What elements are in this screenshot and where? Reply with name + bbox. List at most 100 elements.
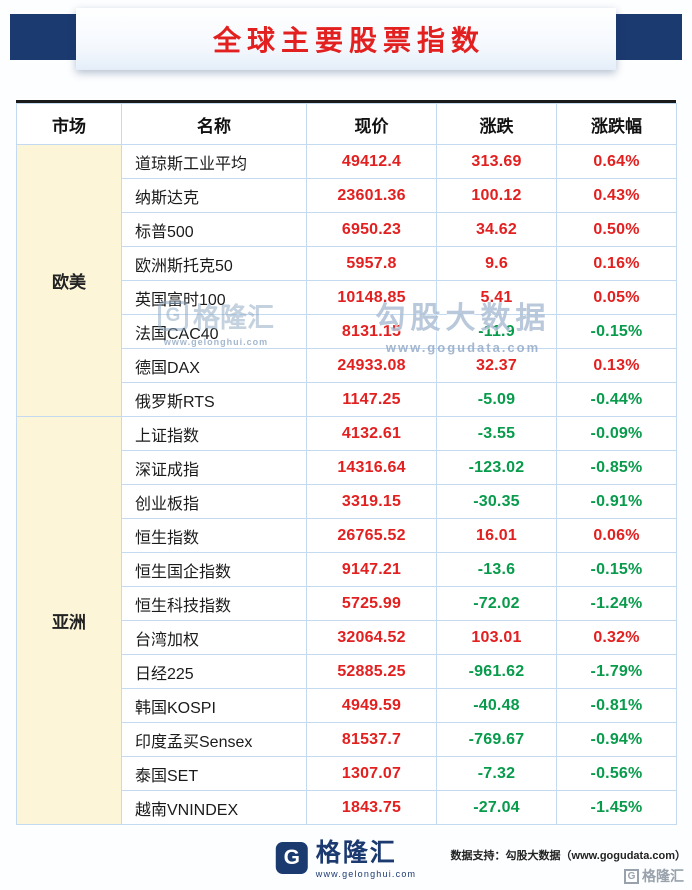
table-row: 纳斯达克 23601.36 100.12 0.43%	[17, 178, 677, 213]
change-cell: 100.12	[436, 178, 557, 213]
index-name-cell: 恒生科技指数	[121, 586, 307, 621]
pct-cell: -0.15%	[556, 314, 677, 349]
change-cell: -5.09	[436, 382, 557, 417]
pct-cell: -0.15%	[556, 552, 677, 587]
corner-brand-text: 格隆汇	[642, 868, 684, 884]
table-row: 欧洲斯托克50 5957.8 9.6 0.16%	[17, 246, 677, 281]
pct-cell: -0.81%	[556, 688, 677, 723]
table-row: 标普500 6950.23 34.62 0.50%	[17, 212, 677, 247]
gelonghui-logo-icon: G	[275, 842, 308, 874]
price-cell: 1843.75	[306, 790, 437, 825]
table-row: 韩国KOSPI 4949.59 -40.48 -0.81%	[17, 688, 677, 723]
table-row: 亚洲 上证指数 4132.61 -3.55 -0.09%	[16, 416, 677, 825]
pct-cell: -1.24%	[556, 586, 677, 621]
change-cell: -123.02	[436, 450, 557, 485]
pct-cell: -0.94%	[556, 722, 677, 757]
col-header-price: 现价	[306, 103, 437, 145]
col-header-name: 名称	[121, 103, 307, 145]
pct-cell: 0.05%	[556, 280, 677, 315]
index-table-body: 欧美 道琼斯工业平均 49412.4 313.69 0.64% 纳斯达克 23601.36 1…	[16, 144, 677, 825]
pct-cell: 0.16%	[556, 246, 677, 281]
page-title: 全球主要股票指数	[212, 25, 485, 56]
col-header-pct: 涨跌幅	[556, 103, 677, 145]
pct-cell: 0.32%	[556, 620, 677, 655]
change-cell: 313.69	[436, 144, 557, 179]
price-cell: 81537.7	[306, 722, 437, 757]
gelonghui-footer-logo: G 格隆汇 www.gelonghui.com	[275, 839, 417, 879]
pct-cell: 0.13%	[556, 348, 677, 383]
market-cell: 亚洲	[16, 416, 122, 825]
pct-cell: -0.91%	[556, 484, 677, 519]
price-cell: 4949.59	[306, 688, 437, 723]
table-header-row: 市场 名称 现价 涨跌 涨跌幅	[16, 103, 677, 145]
change-cell: 34.62	[436, 212, 557, 247]
price-cell: 10148.85	[306, 280, 437, 315]
corner-brand-mark: G 格隆汇	[624, 866, 684, 886]
index-name-cell: 法国CAC40	[121, 314, 307, 349]
price-cell: 5957.8	[306, 246, 437, 281]
index-table-container: 市场 名称 现价 涨跌 涨跌幅 欧美 道琼斯工业平均 49412.4 313.69 0.…	[16, 100, 677, 825]
change-cell: -769.67	[436, 722, 557, 757]
table-row: 欧美 道琼斯工业平均 49412.4 313.69 0.64%	[16, 144, 677, 417]
change-cell: -11.9	[436, 314, 557, 349]
table-row: 深证成指 14316.64 -123.02 -0.85%	[17, 450, 677, 485]
index-name-cell: 上证指数	[121, 416, 307, 451]
pct-cell: 0.06%	[556, 518, 677, 553]
change-cell: 16.01	[436, 518, 557, 553]
change-cell: 9.6	[436, 246, 557, 281]
index-name-cell: 英国富时100	[121, 280, 307, 315]
price-cell: 26765.52	[306, 518, 437, 553]
table-row: 印度孟买Sensex 81537.7 -769.67 -0.94%	[17, 722, 677, 757]
table-row: 俄罗斯RTS 1147.25 -5.09 -0.44%	[17, 382, 677, 417]
table-row: 台湾加权 32064.52 103.01 0.32%	[17, 620, 677, 655]
pct-cell: 0.50%	[556, 212, 677, 247]
price-cell: 24933.08	[306, 348, 437, 383]
change-cell: -72.02	[436, 586, 557, 621]
index-name-cell: 泰国SET	[121, 756, 307, 791]
change-cell: -961.62	[436, 654, 557, 689]
data-support-note: 数据支持：勾股大数据（www.gogudata.com）	[450, 850, 686, 862]
index-name-cell: 日经225	[121, 654, 307, 689]
price-cell: 23601.36	[306, 178, 437, 213]
index-name-cell: 恒生指数	[121, 518, 307, 553]
col-header-market: 市场	[16, 103, 122, 145]
title-box: 全球主要股票指数	[76, 8, 616, 70]
price-cell: 52885.25	[306, 654, 437, 689]
pct-cell: -1.45%	[556, 790, 677, 825]
gelonghui-brand-text: 格隆汇	[315, 839, 397, 867]
pct-cell: 0.64%	[556, 144, 677, 179]
change-cell: 103.01	[436, 620, 557, 655]
table-row: 恒生国企指数 9147.21 -13.6 -0.15%	[17, 552, 677, 587]
index-name-cell: 台湾加权	[121, 620, 307, 655]
pct-cell: -0.85%	[556, 450, 677, 485]
market-cell: 欧美	[16, 144, 122, 417]
index-name-cell: 道琼斯工业平均	[121, 144, 307, 179]
gelonghui-site-url: www.gelonghui.com	[315, 868, 417, 879]
change-cell: -27.04	[436, 790, 557, 825]
index-name-cell: 标普500	[121, 212, 307, 247]
index-name-cell: 纳斯达克	[121, 178, 307, 213]
table-row: 英国富时100 10148.85 5.41 0.05%	[17, 280, 677, 315]
price-cell: 6950.23	[306, 212, 437, 247]
pct-cell: -1.79%	[556, 654, 677, 689]
price-cell: 1147.25	[306, 382, 437, 417]
price-cell: 3319.15	[306, 484, 437, 519]
col-header-change: 涨跌	[436, 103, 557, 145]
index-name-cell: 越南VNINDEX	[121, 790, 307, 825]
table-row: 越南VNINDEX 1843.75 -27.04 -1.45%	[17, 790, 677, 825]
index-name-cell: 欧洲斯托克50	[121, 246, 307, 281]
table-row: 创业板指 3319.15 -30.35 -0.91%	[17, 484, 677, 519]
price-cell: 1307.07	[306, 756, 437, 791]
pct-cell: 0.43%	[556, 178, 677, 213]
index-name-cell: 创业板指	[121, 484, 307, 519]
pct-cell: -0.56%	[556, 756, 677, 791]
index-name-cell: 韩国KOSPI	[121, 688, 307, 723]
price-cell: 9147.21	[306, 552, 437, 587]
table-row: 日经225 52885.25 -961.62 -1.79%	[17, 654, 677, 689]
change-cell: 32.37	[436, 348, 557, 383]
index-name-cell: 恒生国企指数	[121, 552, 307, 587]
pct-cell: -0.09%	[556, 416, 677, 451]
price-cell: 32064.52	[306, 620, 437, 655]
header-banner: 全球主要股票指数	[0, 0, 692, 88]
price-cell: 8131.15	[306, 314, 437, 349]
